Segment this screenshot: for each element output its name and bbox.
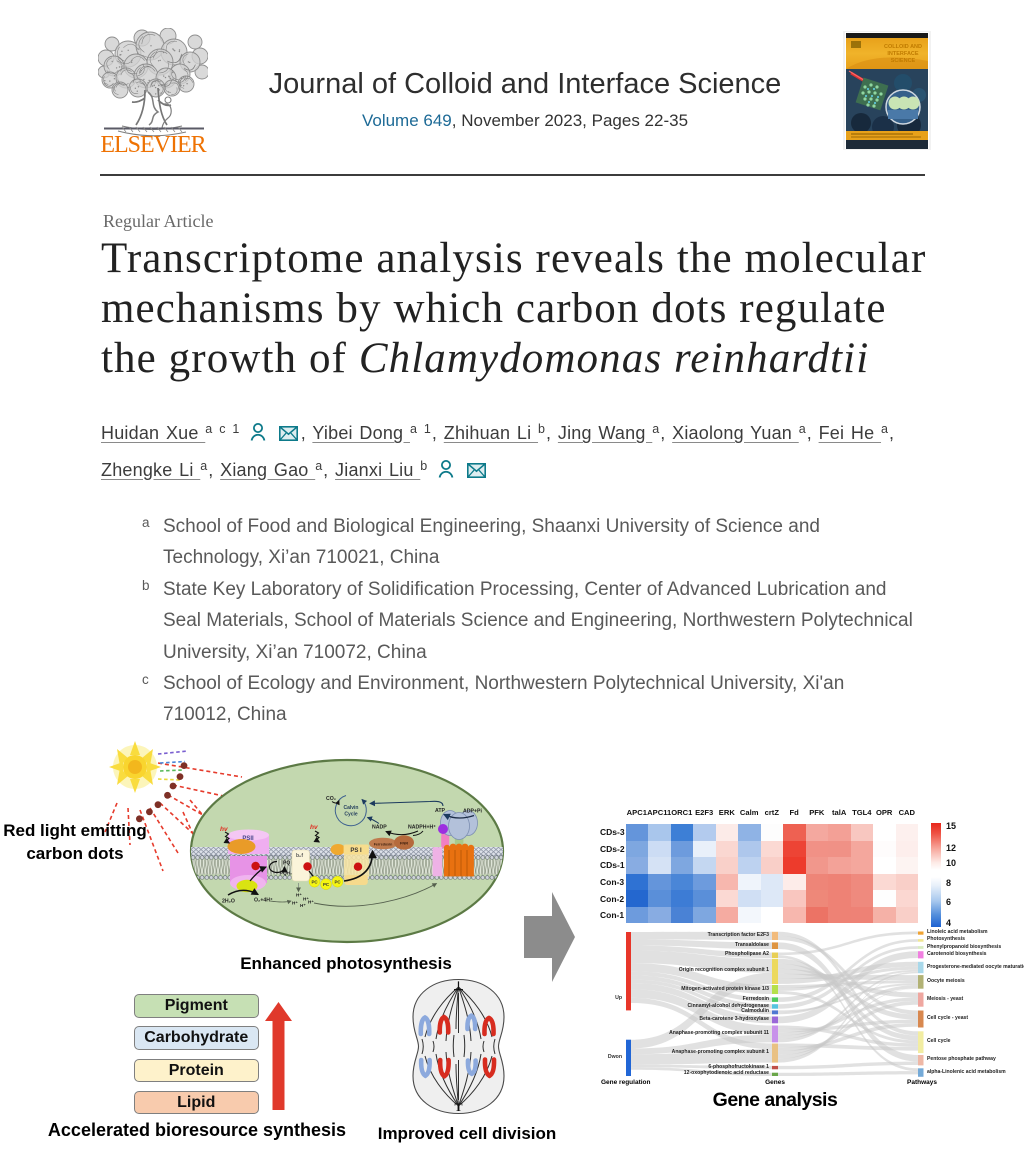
- svg-text:H⁺: H⁺: [296, 893, 302, 898]
- svg-text:NADP: NADP: [372, 825, 387, 831]
- svg-text:hv: hv: [220, 826, 228, 833]
- svg-text:COLLOID AND: COLLOID AND: [884, 44, 922, 50]
- svg-text:Calvin: Calvin: [343, 805, 358, 811]
- svg-text:PQH₂: PQH₂: [280, 871, 292, 876]
- svg-text:H⁺: H⁺: [300, 903, 306, 908]
- svg-text:H⁺: H⁺: [292, 901, 298, 906]
- svg-text:FNR: FNR: [400, 841, 408, 846]
- svg-text:Ferredoxin: Ferredoxin: [374, 843, 393, 847]
- svg-text:PC: PC: [334, 880, 341, 885]
- svg-text:ADP+Pi: ADP+Pi: [463, 809, 482, 815]
- svg-text:2H₂O: 2H₂O: [222, 899, 235, 905]
- svg-text:INTERFACE: INTERFACE: [887, 51, 919, 57]
- svg-text:PQ: PQ: [283, 861, 290, 867]
- svg-text:NADPH+H⁺: NADPH+H⁺: [408, 825, 436, 831]
- svg-text:O₂+4H⁺: O₂+4H⁺: [254, 898, 273, 904]
- svg-text:H⁺: H⁺: [303, 897, 309, 902]
- svg-text:ATP: ATP: [435, 808, 446, 814]
- svg-text:b₆f: b₆f: [296, 853, 303, 859]
- svg-text:PC: PC: [311, 880, 318, 885]
- svg-text:CO₂: CO₂: [326, 796, 337, 802]
- svg-text:hv: hv: [310, 824, 318, 831]
- svg-text:PC: PC: [323, 882, 330, 887]
- svg-text:SCIENCE: SCIENCE: [891, 58, 916, 64]
- svg-text:PSII: PSII: [242, 836, 254, 842]
- svg-text:PS I: PS I: [350, 848, 362, 854]
- svg-text:Cycle: Cycle: [344, 812, 358, 818]
- svg-text:H⁺: H⁺: [308, 900, 314, 905]
- svg-text:T: T: [454, 1100, 462, 1114]
- svg-text:⊥: ⊥: [453, 979, 463, 993]
